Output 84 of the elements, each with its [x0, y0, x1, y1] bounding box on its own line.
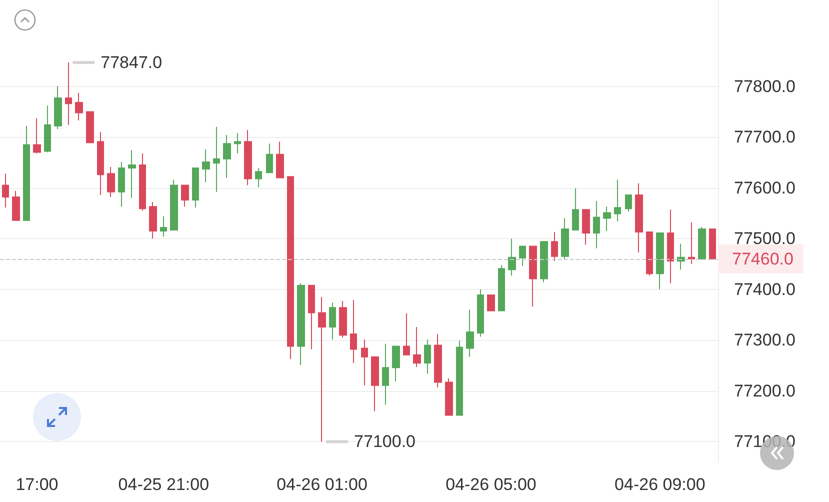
candlestick	[561, 218, 569, 260]
candlestick	[287, 176, 294, 360]
candlestick	[170, 179, 178, 230]
candlestick	[23, 125, 30, 221]
annotation: 77847.0	[100, 52, 162, 72]
candlestick	[625, 194, 632, 212]
candlestick	[477, 288, 484, 338]
candlestick	[603, 206, 611, 232]
candlestick	[498, 264, 505, 312]
candlestick	[413, 326, 421, 368]
candlestick	[339, 300, 347, 338]
candlestick	[445, 378, 453, 416]
y-tick-label: 77400.0	[734, 280, 796, 299]
x-tick-label: 17:00	[16, 475, 58, 494]
candlestick	[382, 343, 389, 406]
candlestick	[646, 232, 653, 276]
candlestick	[297, 282, 305, 366]
candlestick	[540, 241, 548, 283]
candlestick	[2, 173, 9, 208]
candlestick	[54, 86, 62, 130]
candlestick	[44, 105, 51, 153]
candlestick	[614, 179, 621, 222]
candlestick	[223, 134, 231, 178]
candlestick	[688, 222, 695, 264]
candlestick	[656, 232, 664, 290]
candlestick	[551, 232, 558, 262]
candlestick	[677, 243, 685, 270]
candlestick	[149, 202, 157, 240]
candlestick	[308, 284, 315, 350]
candlestick	[192, 168, 199, 208]
candlestick	[329, 302, 336, 340]
x-tick-label: 04-26 05:00	[446, 475, 536, 494]
candlestick	[487, 294, 495, 312]
y-tick-label: 77100.0	[734, 432, 796, 452]
y-tick-label: 77700.0	[734, 128, 796, 147]
candlestick	[139, 152, 146, 212]
candlestick	[529, 246, 537, 308]
candlestick	[118, 161, 125, 208]
x-tick-label: 04-25 21:00	[118, 475, 210, 494]
candlestick	[12, 190, 20, 221]
candlestick	[350, 300, 357, 364]
candlestick	[255, 168, 262, 188]
candlestick	[234, 132, 241, 154]
candlestick	[75, 92, 83, 121]
candlestick	[392, 346, 400, 382]
candlestick	[107, 166, 115, 198]
candlestick	[466, 309, 474, 358]
y-tick-label: 77800.0	[734, 76, 796, 96]
candlestick	[698, 226, 706, 260]
candlestick	[65, 62, 72, 126]
candlestick	[371, 356, 379, 412]
candlestick	[181, 184, 189, 208]
candlestick	[424, 339, 431, 374]
y-tick-label: 77200.0	[734, 381, 796, 400]
candlestick	[572, 188, 579, 230]
candlestick	[86, 111, 94, 144]
candlestick	[202, 148, 210, 183]
x-tick-label: 04-26 01:00	[276, 475, 368, 494]
candlestick	[709, 228, 716, 260]
y-tick-label: 77600.0	[734, 178, 796, 198]
candlestick	[434, 334, 442, 388]
candlestick	[508, 238, 516, 276]
x-tick-label: 04-26 09:00	[614, 475, 706, 494]
candlestick	[318, 296, 326, 442]
ref-line-label: 77460.0	[732, 249, 794, 268]
candlestick	[33, 118, 41, 154]
y-tick-label: 77500.0	[734, 229, 796, 248]
candlestick	[160, 216, 167, 238]
candlestick	[97, 132, 104, 196]
candlestick	[244, 129, 252, 186]
candlestick	[519, 246, 526, 267]
candlestick	[361, 339, 368, 386]
candlestick	[213, 126, 220, 192]
y-tick-label: 77300.0	[734, 330, 796, 350]
candlestick	[667, 209, 674, 284]
candlestick	[276, 141, 284, 178]
candlestick	[128, 150, 136, 198]
candlestick	[582, 209, 590, 246]
annotation: 77100.0	[354, 432, 416, 452]
candlestick	[635, 182, 643, 253]
candlestick	[266, 143, 273, 174]
candlestick	[456, 340, 463, 416]
candlestick	[593, 200, 600, 249]
candlestick	[403, 312, 410, 356]
